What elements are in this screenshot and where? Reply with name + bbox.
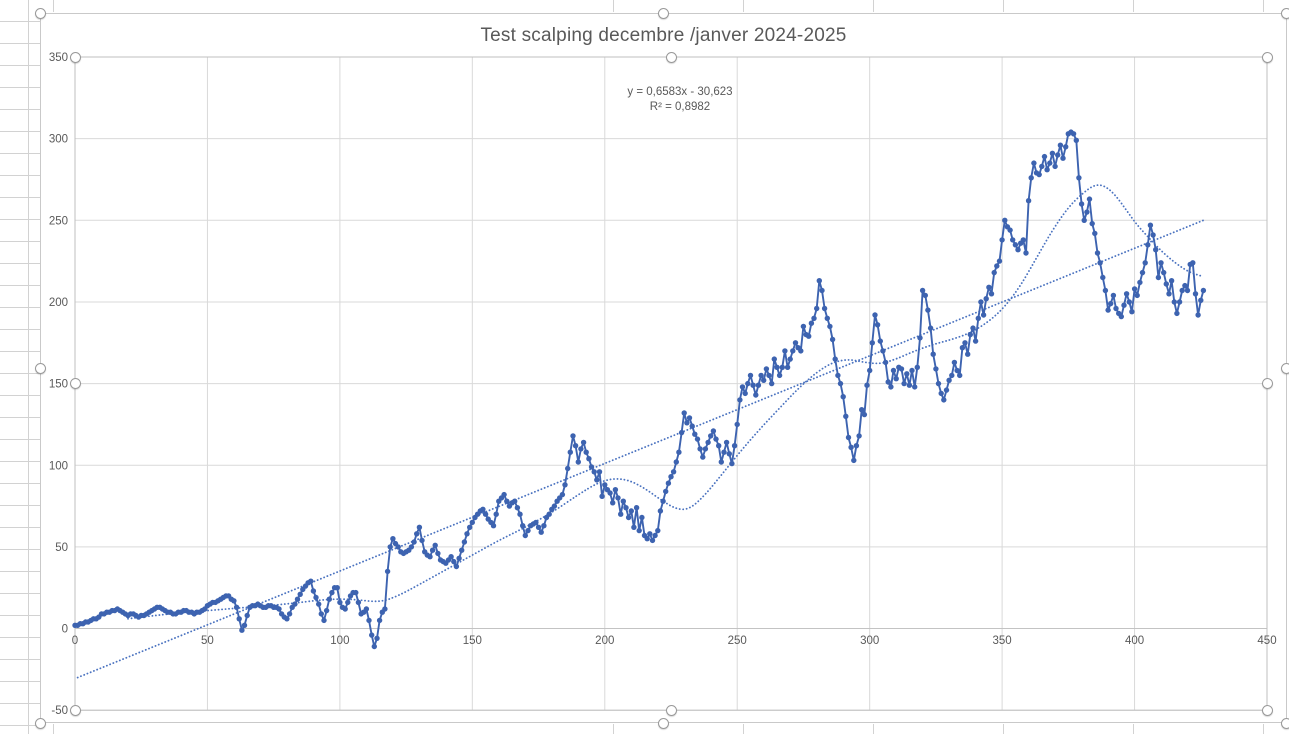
worksheet-column-line [53, 724, 54, 734]
worksheet-column-line [613, 724, 614, 734]
worksheet-column-line [613, 0, 614, 12]
plot-area-handle[interactable] [665, 704, 677, 716]
worksheet-column-line [1263, 0, 1264, 12]
worksheet-column-line [1003, 724, 1004, 734]
chart-resize-handle[interactable] [1280, 717, 1289, 729]
trendline-equation-label[interactable]: y = 0,6583x - 30,623 R² = 0,8982 [530, 85, 830, 115]
worksheet-column-line [1263, 724, 1264, 734]
chart-title[interactable]: Test scalping decembre /janver 2024-2025 [480, 25, 847, 46]
chart-object[interactable]: Test scalping decembre /janver 2024-2025… [40, 13, 1287, 723]
plot-area-handle[interactable] [1261, 704, 1273, 716]
plot-area-handle[interactable] [69, 51, 81, 63]
chart-resize-handle[interactable] [657, 7, 669, 19]
chart-resize-handle[interactable] [1280, 362, 1289, 374]
plot-area-handle[interactable] [69, 378, 81, 389]
worksheet-column-line [53, 0, 54, 12]
chart-resize-handle[interactable] [34, 717, 46, 729]
plot-area-handle[interactable] [665, 51, 677, 63]
worksheet-column-line [1003, 0, 1004, 12]
worksheet-column-line [743, 724, 744, 734]
worksheet-row-lines [0, 0, 40, 734]
trendline-r-squared: R² = 0,8982 [649, 101, 711, 113]
chart-resize-handle[interactable] [34, 7, 46, 19]
plot-area-handle[interactable] [69, 704, 81, 716]
plot-area-handle[interactable] [1261, 51, 1273, 63]
trendline-equation: y = 0,6583x - 30,623 [627, 86, 733, 98]
worksheet-column-line [743, 0, 744, 12]
worksheet-column-line [28, 0, 29, 734]
chart-resize-handle[interactable] [34, 362, 46, 374]
worksheet-column-line [1133, 0, 1134, 12]
worksheet-column-line [873, 724, 874, 734]
plot-area-handle[interactable] [1261, 378, 1273, 389]
chart-resize-handle[interactable] [657, 717, 669, 729]
worksheet-column-line [873, 0, 874, 12]
chart-resize-handle[interactable] [1280, 7, 1289, 19]
worksheet-column-line [1133, 724, 1134, 734]
